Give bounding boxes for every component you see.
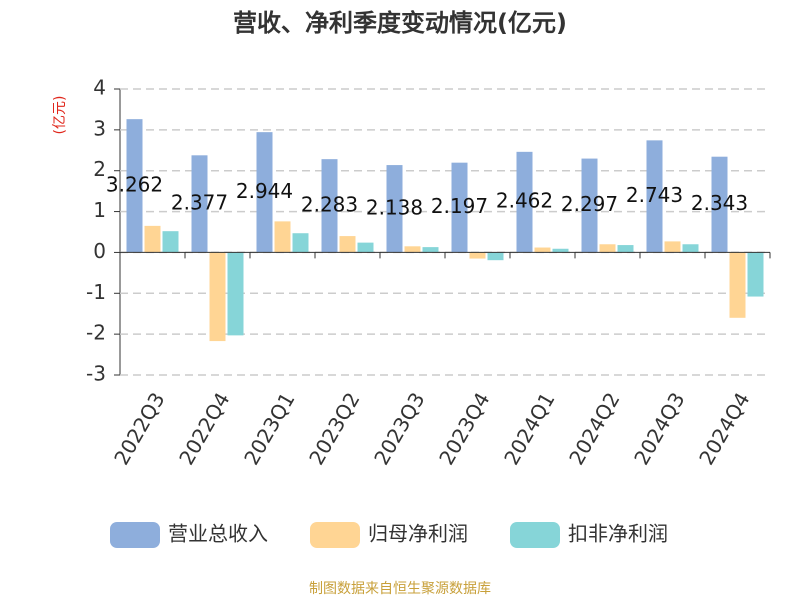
bar [599, 244, 616, 253]
y-tick-label: 4 [93, 76, 106, 100]
bar [227, 252, 244, 336]
bar [617, 245, 634, 253]
value-label: 2.343 [691, 191, 748, 215]
bar [126, 119, 143, 253]
y-tick-label: 1 [93, 198, 106, 222]
y-tick-label: -3 [86, 362, 106, 386]
legend-swatch [510, 522, 560, 548]
value-label: 2.197 [431, 194, 488, 218]
legend-label: 扣非净利润 [568, 522, 668, 546]
bar [209, 252, 226, 342]
chart-title: 营收、净利季度变动情况(亿元) [233, 9, 567, 37]
y-tick-label: -2 [86, 321, 106, 345]
x-tick-label: 2024Q2 [564, 388, 624, 469]
legend-swatch [310, 522, 360, 548]
x-tick-label: 2023Q2 [304, 388, 364, 469]
bar [451, 162, 468, 253]
bar [404, 246, 421, 253]
bar [487, 252, 504, 261]
y-tick-label: 2 [93, 157, 106, 181]
bar [321, 159, 338, 253]
x-tick-label: 2024Q4 [694, 388, 754, 469]
y-unit-label: (亿元) [52, 96, 68, 135]
bar [516, 151, 533, 253]
bar [469, 252, 486, 259]
legend-swatch [110, 522, 160, 548]
x-tick-label: 2022Q3 [109, 388, 169, 469]
value-label: 2.944 [236, 179, 293, 203]
value-label: 2.462 [496, 189, 553, 213]
legend-label: 归母净利润 [368, 522, 468, 546]
bar [552, 248, 569, 253]
y-tick-label: -1 [86, 280, 106, 304]
x-tick-label: 2022Q4 [174, 388, 234, 469]
bar [191, 155, 208, 253]
source-note: 制图数据来自恒生聚源数据库 [309, 581, 491, 597]
bar [646, 140, 663, 253]
value-label: 2.743 [626, 183, 683, 207]
bar [729, 252, 746, 318]
bar [144, 225, 161, 253]
y-tick-label: 3 [93, 116, 106, 140]
bar [422, 247, 439, 253]
bar [256, 132, 273, 253]
bar [711, 156, 728, 253]
x-tick-label: 2024Q1 [499, 388, 559, 469]
bar [386, 165, 403, 253]
value-label: 2.297 [561, 192, 618, 216]
legend-label: 营业总收入 [168, 522, 268, 546]
bar [664, 241, 681, 253]
y-tick-label: 0 [93, 239, 106, 263]
value-label: 3.262 [106, 172, 163, 196]
value-label: 2.138 [366, 195, 423, 219]
bar [162, 231, 179, 253]
value-label: 2.283 [301, 192, 358, 216]
bar [357, 242, 374, 253]
bar [682, 244, 699, 253]
bar [747, 252, 764, 297]
bar [581, 158, 598, 253]
bar [274, 221, 291, 253]
bar [534, 247, 551, 253]
bar [339, 236, 356, 253]
x-tick-label: 2023Q3 [369, 388, 429, 469]
bar [292, 233, 309, 253]
value-label: 2.377 [171, 190, 228, 214]
x-tick-label: 2024Q3 [629, 388, 689, 469]
x-tick-label: 2023Q4 [434, 388, 494, 469]
x-tick-label: 2023Q1 [239, 388, 299, 469]
